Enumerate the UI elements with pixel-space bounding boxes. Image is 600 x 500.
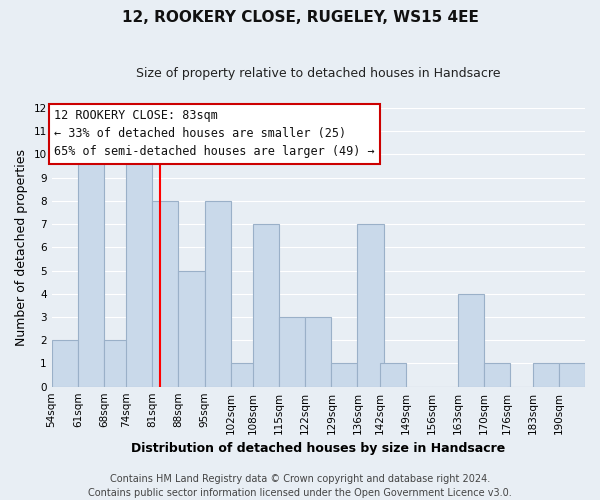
Bar: [484, 364, 511, 386]
Bar: [458, 294, 484, 386]
Bar: [358, 224, 383, 386]
Bar: [126, 154, 152, 386]
Bar: [305, 317, 331, 386]
Bar: [380, 364, 406, 386]
Bar: [279, 317, 305, 386]
Bar: [205, 201, 230, 386]
X-axis label: Distribution of detached houses by size in Handsacre: Distribution of detached houses by size …: [131, 442, 505, 455]
Bar: [230, 364, 257, 386]
Bar: [52, 340, 78, 386]
Bar: [178, 270, 205, 386]
Text: 12 ROOKERY CLOSE: 83sqm
← 33% of detached houses are smaller (25)
65% of semi-de: 12 ROOKERY CLOSE: 83sqm ← 33% of detache…: [55, 110, 375, 158]
Bar: [152, 201, 178, 386]
Text: 12, ROOKERY CLOSE, RUGELEY, WS15 4EE: 12, ROOKERY CLOSE, RUGELEY, WS15 4EE: [122, 10, 478, 25]
Y-axis label: Number of detached properties: Number of detached properties: [15, 149, 28, 346]
Bar: [104, 340, 130, 386]
Title: Size of property relative to detached houses in Handsacre: Size of property relative to detached ho…: [136, 68, 500, 80]
Text: Contains HM Land Registry data © Crown copyright and database right 2024.
Contai: Contains HM Land Registry data © Crown c…: [88, 474, 512, 498]
Bar: [78, 154, 104, 386]
Bar: [533, 364, 559, 386]
Bar: [331, 364, 358, 386]
Bar: [253, 224, 279, 386]
Bar: [559, 364, 585, 386]
